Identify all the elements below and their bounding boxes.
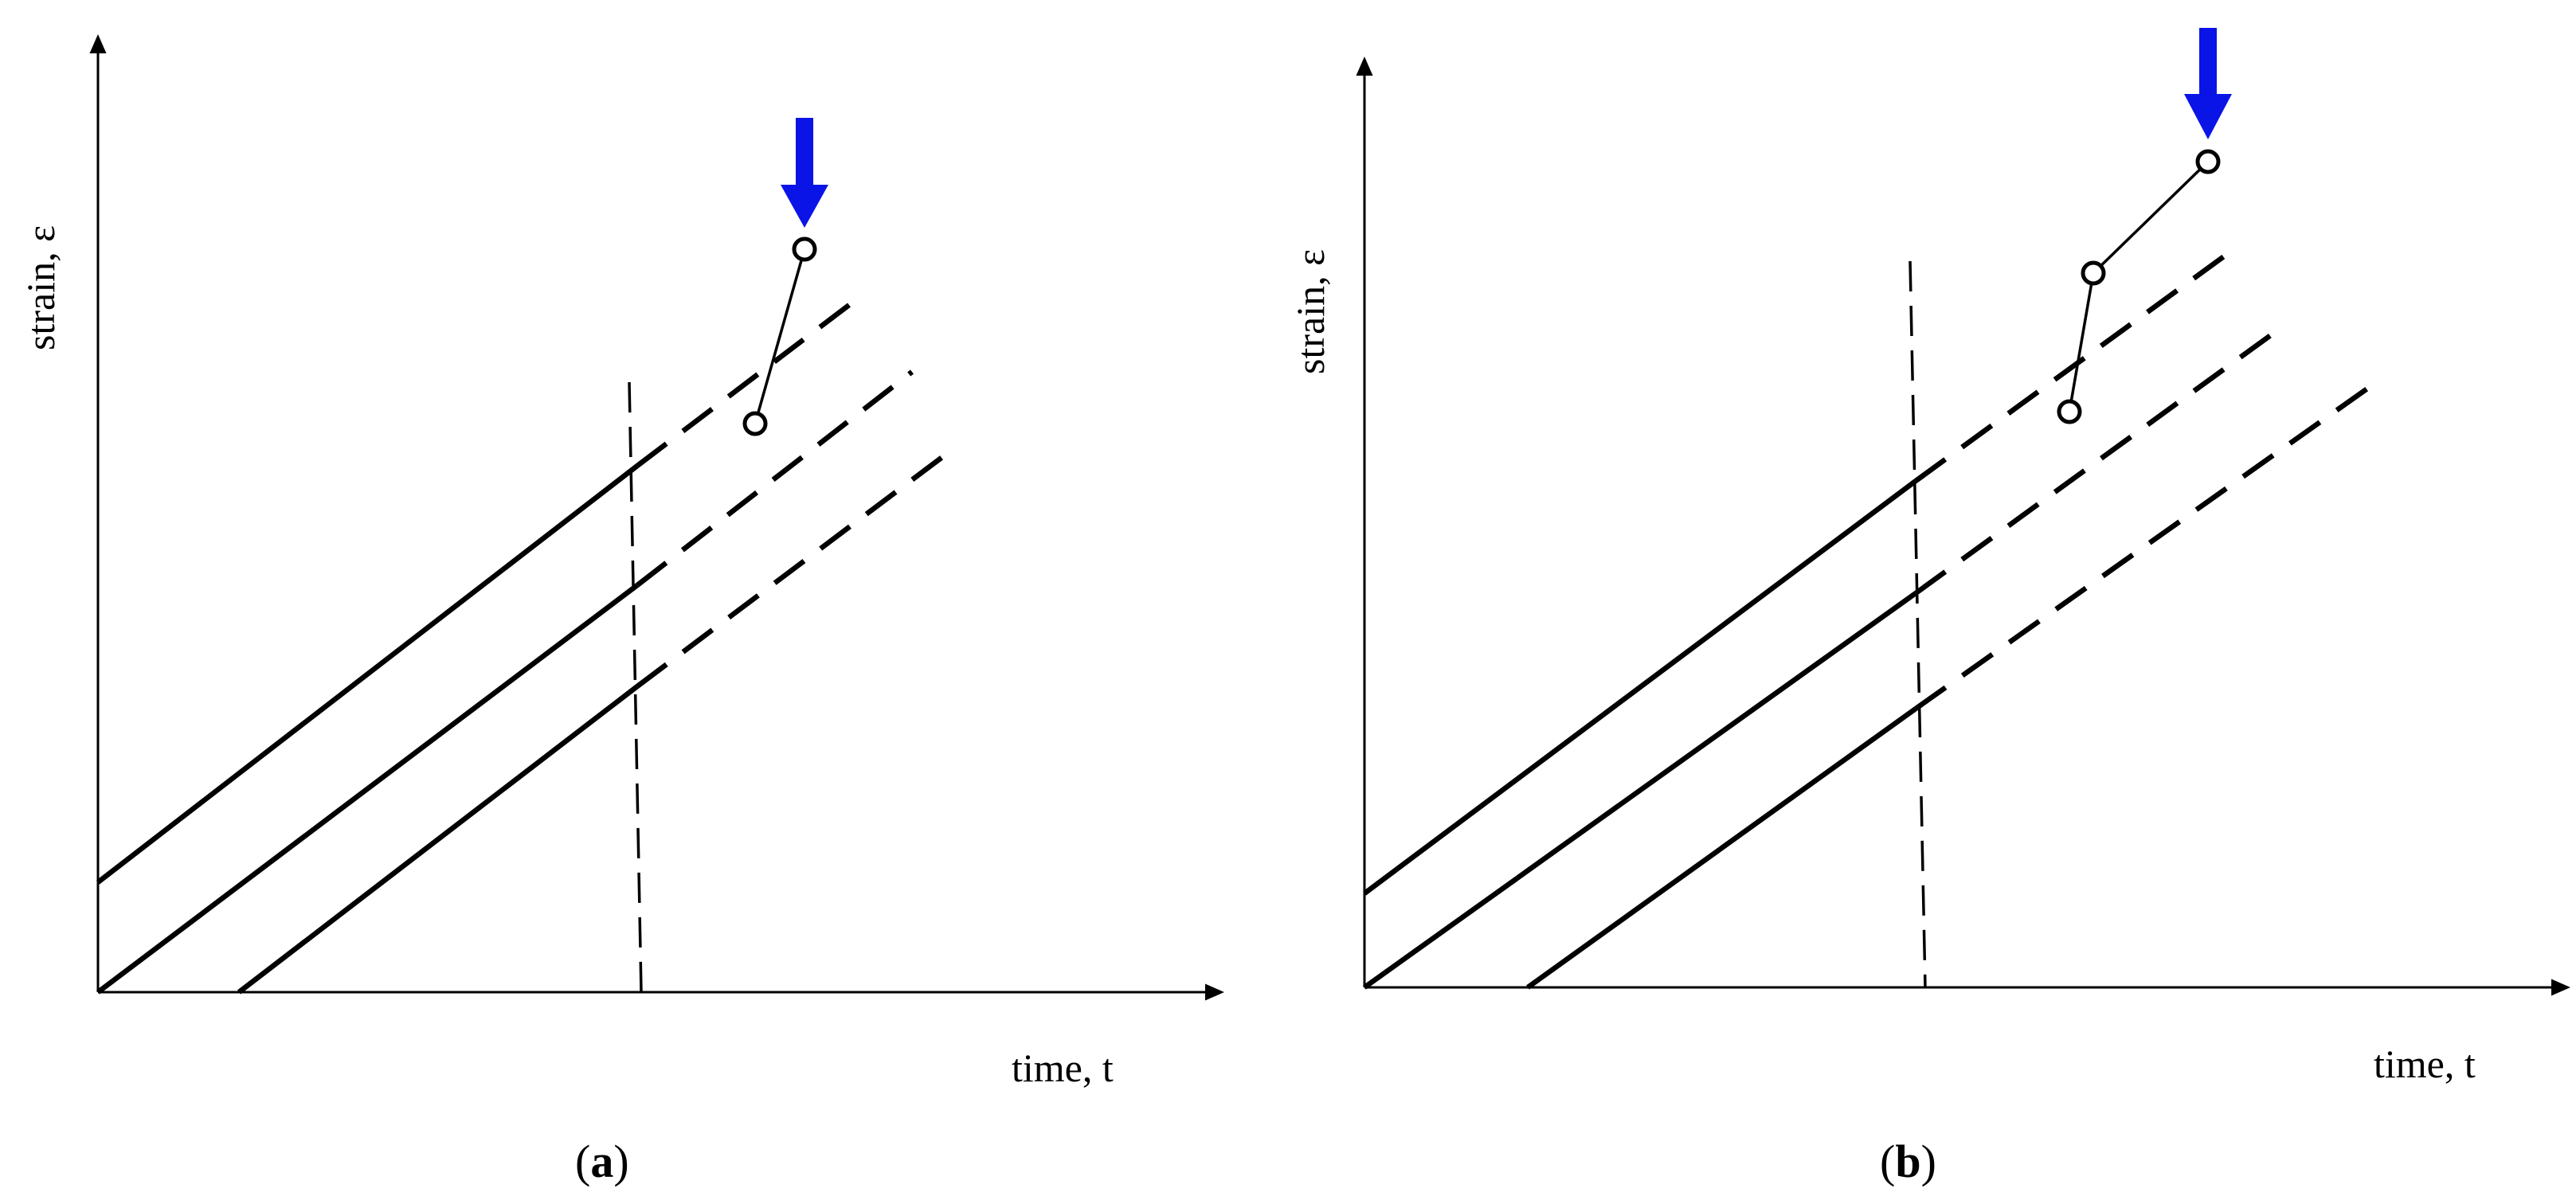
panel-b-x-axis-label: time, t [2374,1042,2476,1086]
panel-a-vertical-dashed-line [628,381,643,993]
panel-a-solid-line-middle [96,583,639,995]
panel-a-solid-line-bottom [237,684,639,995]
panel-a-data-point-1 [742,411,768,436]
panel-a-dashed-line-top [636,300,854,468]
panel-b-solid-line-bottom [1526,706,1917,990]
panel-b: time, t strain, ε (b) [1288,28,2570,1187]
panel-a-dashed-line-middle [636,369,914,588]
panel-b-vertical-dashed-line [1909,260,1927,988]
panel-b-data-point-3 [2195,149,2221,174]
panel-a-solid-line-top [96,463,639,885]
panel-b-solid-line-middle [1363,591,1917,990]
panel-b-data-point-1 [2057,399,2082,424]
down-arrow-icon [781,118,828,228]
panel-b-caption: (b) [1880,1135,1936,1187]
panel-a: time, t strain, ε (a) [18,34,1224,1187]
panel-b-point-connector-1 [2068,272,2095,412]
panel-b-point-connector-2 [2092,160,2210,275]
panel-b-dashed-line-middle [1914,322,2288,596]
panel-a-point-connector [754,248,806,424]
panel-a-dashed-line-bottom [636,448,953,689]
down-arrow-icon [2184,28,2232,139]
panel-b-dashed-line-bottom [1914,386,2369,711]
panel-a-y-axis-label: strain, ε [18,225,63,350]
panel-b-y-axis-label: strain, ε [1288,249,1333,374]
panel-b-dashed-line-top [1914,254,2226,483]
panel-a-x-axis-label: time, t [1012,1046,1114,1090]
panel-b-solid-line-top [1363,479,1917,896]
panel-b-data-point-2 [2081,260,2106,286]
panel-a-data-point-2 [792,236,817,262]
panel-a-caption: (a) [575,1135,629,1187]
